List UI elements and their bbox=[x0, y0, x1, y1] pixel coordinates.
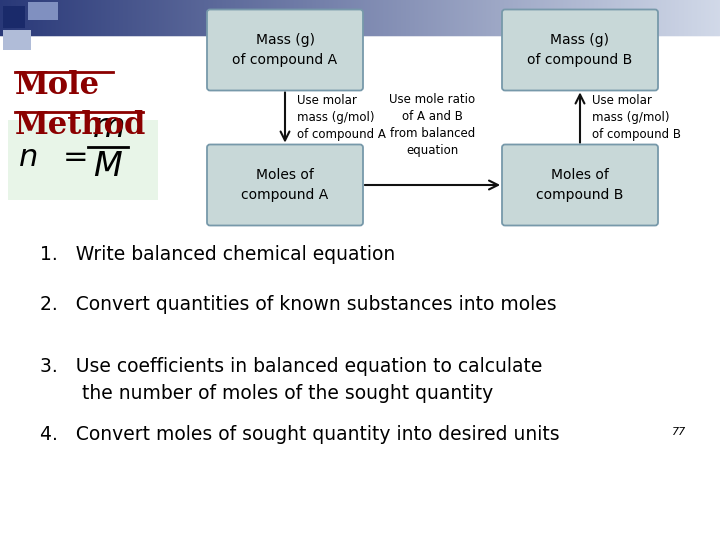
FancyBboxPatch shape bbox=[8, 120, 158, 200]
FancyBboxPatch shape bbox=[502, 145, 658, 226]
Text: Mass (g)
of compound A: Mass (g) of compound A bbox=[233, 33, 338, 67]
Text: Use molar
mass (g/mol)
of compound B: Use molar mass (g/mol) of compound B bbox=[592, 94, 681, 141]
Text: $\it{M}$: $\it{M}$ bbox=[93, 150, 123, 183]
Text: 3.   Use coefficients in balanced equation to calculate
       the number of mol: 3. Use coefficients in balanced equation… bbox=[40, 357, 542, 403]
FancyBboxPatch shape bbox=[207, 10, 363, 91]
Text: Use mole ratio
of A and B
from balanced
equation: Use mole ratio of A and B from balanced … bbox=[390, 93, 476, 157]
Text: 2.   Convert quantities of known substances into moles: 2. Convert quantities of known substance… bbox=[40, 295, 557, 314]
Text: Mole: Mole bbox=[15, 70, 100, 101]
Text: 1.   Write balanced chemical equation: 1. Write balanced chemical equation bbox=[40, 245, 395, 264]
FancyBboxPatch shape bbox=[28, 2, 58, 20]
Text: $\it{m}$: $\it{m}$ bbox=[92, 111, 124, 144]
Text: 77: 77 bbox=[672, 427, 686, 437]
Text: $\it{n}$  $=$: $\it{n}$ $=$ bbox=[18, 144, 87, 172]
Text: Moles of
compound A: Moles of compound A bbox=[241, 168, 328, 202]
FancyBboxPatch shape bbox=[207, 145, 363, 226]
Text: 4.   Convert moles of sought quantity into desired units: 4. Convert moles of sought quantity into… bbox=[40, 425, 559, 444]
FancyBboxPatch shape bbox=[3, 6, 25, 28]
Text: Mass (g)
of compound B: Mass (g) of compound B bbox=[527, 33, 633, 67]
Text: Moles of
compound B: Moles of compound B bbox=[536, 168, 624, 202]
Text: Use molar
mass (g/mol)
of compound A: Use molar mass (g/mol) of compound A bbox=[297, 94, 386, 141]
FancyBboxPatch shape bbox=[3, 30, 31, 50]
Text: Method: Method bbox=[15, 110, 146, 141]
FancyBboxPatch shape bbox=[502, 10, 658, 91]
